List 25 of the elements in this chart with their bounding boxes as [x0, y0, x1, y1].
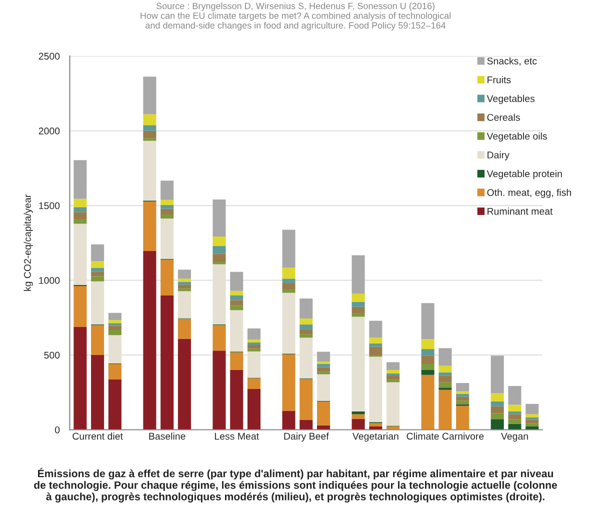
y-tick-label: 1500: [39, 202, 60, 210]
legend-label: Vegetable oils: [486, 132, 547, 142]
x-tick-label: Dairy Beef: [284, 432, 329, 442]
x-tick-label: Vegan: [500, 432, 528, 442]
x-tick-label: Climate Carnivore: [406, 432, 484, 440]
y-tick-label: 2500: [38, 52, 60, 60]
x-tick-label: Baseline: [149, 432, 186, 440]
legend-label: Fruits: [488, 76, 511, 84]
y-tick-label: 0: [54, 426, 60, 434]
y-axis-title: kg CO2-eq/capita/year: [24, 194, 33, 291]
y-tick-label: 2000: [38, 128, 60, 134]
y-tick-label: 1000: [39, 277, 60, 284]
x-tick-label: Less Meat: [214, 432, 259, 440]
source-note: Source : Bryngelsson D, Wirsenius S, Hedenus F, Sonesson U (2016) How can the EU climate targets be met? A combined analysis of technological and demand-side changes in food and agriculture. Food Policy 59:152–164: [140, 2, 450, 30]
text: Émissions de gaz à effet de serre (par type d'aliment) par habitant, par régime alimentaire et par niveau de technologie. Pour chaque régime, les émissions sont indiquées pour la technologie actuelle (colonne à gauche), progrès technologiques modérés (milieu), et progrès technologiques optimistes (droite).: [34, 468, 558, 502]
x-tick-label: Current diet: [72, 432, 123, 440]
legend-label: Cereals: [487, 114, 520, 121]
legend-label: Dairy: [488, 151, 510, 160]
y-tick-label: 500: [44, 352, 60, 359]
legend-label: Oth. meat, egg, fish: [487, 188, 571, 198]
legend-label: Snacks, etc: [487, 57, 537, 66]
legend-label: Ruminant meat: [488, 208, 553, 215]
x-tick-label: Vegetarian: [352, 432, 398, 442]
legend-label: Vegetables: [486, 94, 535, 104]
legend-label: Vegetable protein: [486, 170, 562, 180]
